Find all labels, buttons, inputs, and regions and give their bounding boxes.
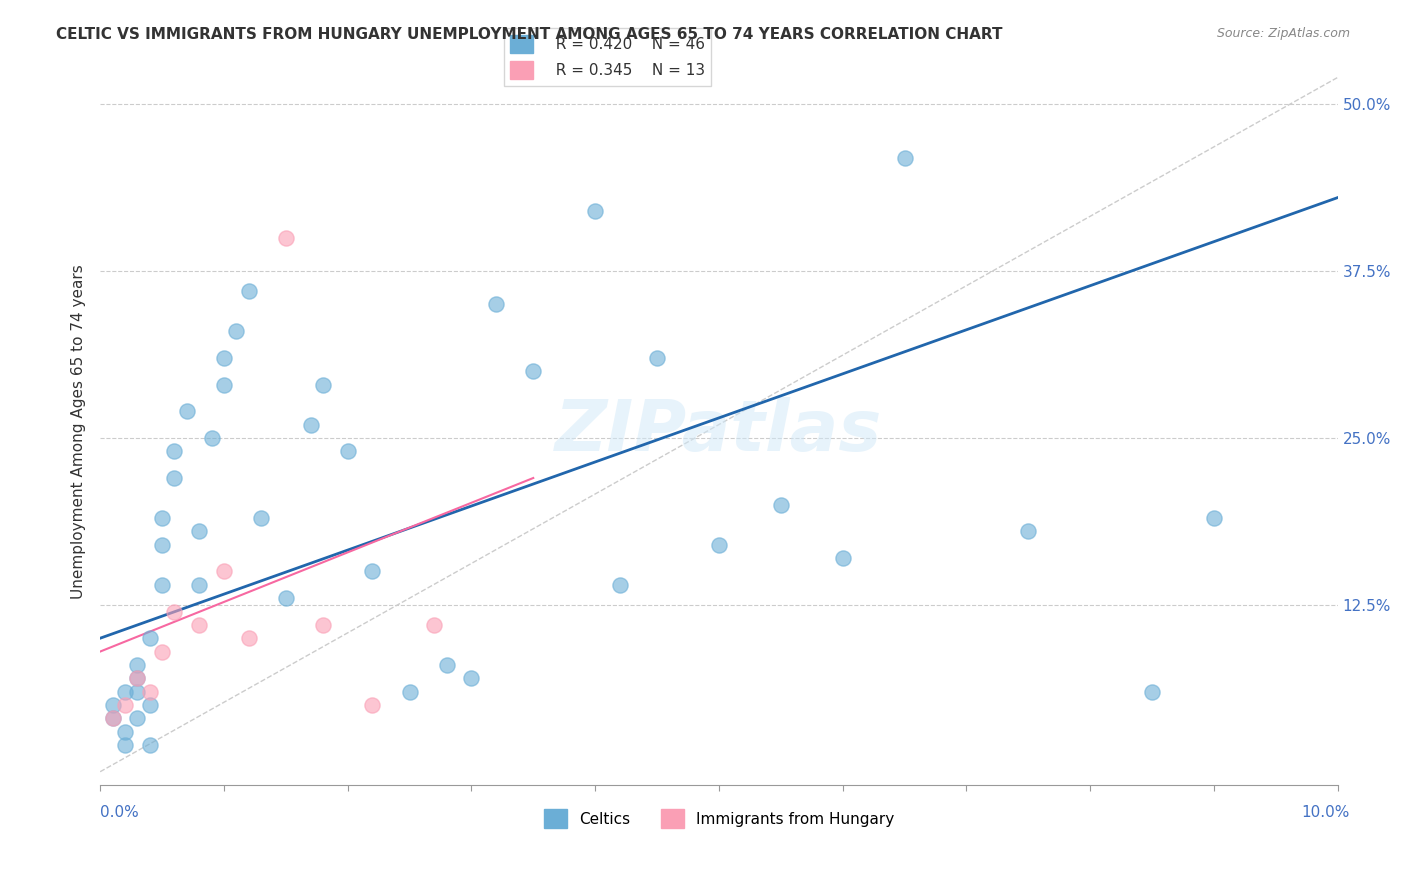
Y-axis label: Unemployment Among Ages 65 to 74 years: Unemployment Among Ages 65 to 74 years [72, 264, 86, 599]
Point [831, 551, 853, 566]
Point [150, 511, 173, 525]
Point [150, 644, 173, 658]
Point [893, 151, 915, 165]
Point [522, 364, 544, 378]
Point [127, 671, 149, 685]
Point [138, 738, 160, 752]
Point [1202, 511, 1225, 525]
Point [114, 698, 136, 712]
Point [127, 684, 149, 698]
Text: Source: ZipAtlas.com: Source: ZipAtlas.com [1216, 27, 1350, 40]
Point [163, 471, 186, 485]
Point [188, 578, 211, 592]
Point [188, 618, 211, 632]
Point [127, 671, 149, 685]
Point [250, 511, 273, 525]
Point [200, 431, 222, 445]
Point [163, 605, 186, 619]
Text: 10.0%: 10.0% [1302, 805, 1350, 820]
Point [212, 351, 235, 365]
Point [312, 618, 335, 632]
Point [114, 724, 136, 739]
Legend: Celtics, Immigrants from Hungary: Celtics, Immigrants from Hungary [537, 803, 900, 834]
Point [436, 657, 458, 672]
Point [114, 738, 136, 752]
Point [238, 631, 260, 645]
Point [609, 578, 631, 592]
Point [645, 351, 668, 365]
Point [188, 524, 211, 539]
Text: CELTIC VS IMMIGRANTS FROM HUNGARY UNEMPLOYMENT AMONG AGES 65 TO 74 YEARS CORRELA: CELTIC VS IMMIGRANTS FROM HUNGARY UNEMPL… [56, 27, 1002, 42]
Point [138, 631, 160, 645]
Point [336, 444, 359, 458]
Point [101, 711, 124, 725]
Point [138, 684, 160, 698]
Point [127, 657, 149, 672]
Point [460, 671, 482, 685]
Point [707, 538, 730, 552]
Point [212, 377, 235, 392]
Point [114, 684, 136, 698]
Text: 0.0%: 0.0% [100, 805, 139, 820]
Point [176, 404, 198, 418]
Point [274, 230, 297, 244]
Point [361, 698, 384, 712]
Point [1140, 684, 1163, 698]
Point [138, 698, 160, 712]
Point [127, 711, 149, 725]
Point [398, 684, 420, 698]
Point [274, 591, 297, 606]
Point [101, 698, 124, 712]
Point [423, 618, 446, 632]
Point [485, 297, 508, 311]
Point [225, 324, 247, 338]
Point [238, 284, 260, 298]
Point [769, 498, 792, 512]
Point [150, 578, 173, 592]
Point [312, 377, 335, 392]
Point [1017, 524, 1039, 539]
Text: ZIPatlas: ZIPatlas [555, 397, 883, 466]
Point [299, 417, 322, 432]
Point [583, 204, 606, 219]
Point [163, 444, 186, 458]
Point [150, 538, 173, 552]
Point [212, 565, 235, 579]
Point [361, 565, 384, 579]
Point [101, 711, 124, 725]
